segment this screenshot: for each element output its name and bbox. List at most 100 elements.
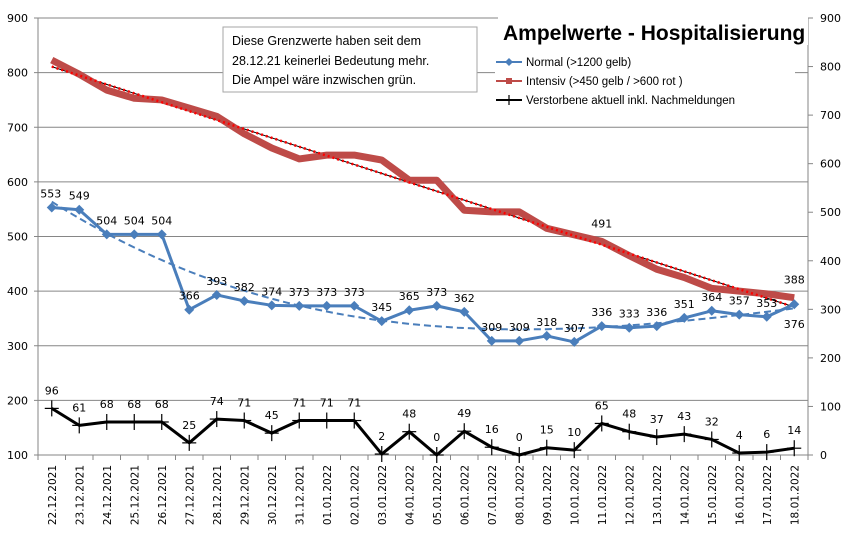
normal-data-label: 362 [454,292,475,305]
legend-item-intensiv: Intensiv (>450 gelb / >600 rot ) [496,76,683,88]
verstorbene-data-label: 32 [705,415,719,428]
y2-tick-label: 900 [820,12,841,25]
x-tick-label: 05.01.2022 [432,465,444,525]
normal-data-label: 549 [69,190,90,203]
x-tick-label: 16.01.2022 [734,465,746,525]
normal-point [239,295,250,306]
normal-data-label: 318 [536,316,557,329]
trendline-intensiv [51,65,795,309]
y-tick-label: 100 [7,449,28,462]
normal-point [184,304,195,315]
x-tick-label: 26.12.2021 [157,465,169,525]
legend-label-normal: Normal (>1200 gelb) [526,57,631,69]
verstorbene-data-label: 68 [100,398,114,411]
normal-data-label: 374 [261,285,282,298]
y2-tick-label: 500 [820,206,841,219]
verstorbene-data-label: 4 [736,429,743,442]
x-tick-label: 10.01.2022 [569,465,581,525]
y-tick-label: 700 [7,121,28,134]
normal-data-label: 353 [756,297,777,310]
x-tick-label: 04.01.2022 [404,465,416,525]
normal-data-label: 366 [179,290,200,303]
verstorbene-data-label: 43 [677,410,691,423]
normal-data-label: 553 [40,188,61,201]
normal-point [679,312,690,323]
normal-point [294,300,305,311]
verstorbene-data-label: 0 [433,431,440,444]
x-tick-label: 02.01.2022 [349,465,361,525]
intensiv-data-label: 491 [591,217,612,230]
x-tick-label: 29.12.2021 [239,465,251,525]
verstorbene-data-label: 2 [378,430,385,443]
normal-data-label: 504 [96,214,117,227]
y-tick-label: 900 [7,12,28,25]
normal-point [789,299,800,310]
normal-point [541,330,552,341]
x-tick-label: 25.12.2021 [129,465,141,525]
legend-item-verstorbene: Verstorbene aktuell inkl. Nachmeldungen [496,95,735,107]
series-line-normal [51,206,795,344]
verstorbene-data-label: 74 [210,395,224,408]
y-tick-label: 500 [7,231,28,244]
square-marker-icon [506,78,512,84]
verstorbene-data-label: 68 [155,398,169,411]
annotation-box: Diese Grenzwerte haben seit dem 28.12.21… [222,26,478,93]
normal-data-label: 307 [564,322,585,335]
normal-data-label: 373 [426,286,447,299]
x-tick-label: 11.01.2022 [597,465,609,525]
intensiv-data-label: 388 [784,274,805,287]
normal-point [156,229,167,240]
normal-data-label: 393 [206,275,227,288]
x-tick-label: 30.12.2021 [267,465,279,525]
y-tick-label: 600 [7,176,28,189]
annotation-line-3: Die Ampel wäre inzwischen grün. [232,73,416,87]
x-tick-label: 07.01.2022 [487,465,499,525]
normal-point [651,321,662,332]
normal-point [706,305,717,316]
normal-point [74,204,85,215]
y2-tick-label: 800 [820,61,841,74]
normal-point [569,336,580,347]
verstorbene-data-label: 37 [650,413,664,426]
legend-background [495,50,795,112]
normal-data-label: 345 [371,301,392,314]
x-tick-label: 15.01.2022 [707,465,719,525]
verstorbene-data-label: 49 [457,407,471,420]
x-tick-label: 12.01.2022 [624,465,636,525]
verstorbene-data-label: 15 [540,424,554,437]
normal-point [404,305,415,316]
verstorbene-data-label: 0 [516,431,523,444]
normal-data-label: 504 [124,214,145,227]
y2-tick-label: 300 [820,303,841,316]
x-tick-label: 01.01.2022 [322,465,334,525]
normal-data-label: 309 [509,321,530,334]
normal-point [321,300,332,311]
x-tick-label: 18.01.2022 [789,465,801,525]
annotation-line-2: 28.12.21 keinerlei Bedeutung mehr. [232,54,429,68]
y-tick-label: 300 [7,340,28,353]
verstorbene-data-label: 68 [127,398,141,411]
x-tick-label: 27.12.2021 [184,465,196,525]
title-background [498,15,808,45]
verstorbene-data-label: 71 [292,397,306,410]
normal-data-label: 365 [399,290,420,303]
x-tick-label: 09.01.2022 [542,465,554,525]
normal-point [349,300,360,311]
axes: 1002003004005006007008009000100200300400… [7,12,841,525]
normal-point [211,289,222,300]
series-line-intensiv [50,56,795,302]
normal-data-label: 333 [619,308,640,321]
normal-data-label: 376 [784,318,805,331]
x-tick-label: 06.01.2022 [459,465,471,525]
verstorbene-data-label: 14 [787,424,801,437]
x-tick-label: 28.12.2021 [212,465,224,525]
y2-tick-label: 600 [820,158,841,171]
x-tick-label: 22.12.2021 [47,465,59,525]
normal-point [376,316,387,327]
verstorbene-data-label: 71 [347,397,361,410]
normal-data-label: 309 [481,321,502,334]
series-line-verstorbene [50,407,795,457]
verstorbene-data-label: 10 [567,426,581,439]
